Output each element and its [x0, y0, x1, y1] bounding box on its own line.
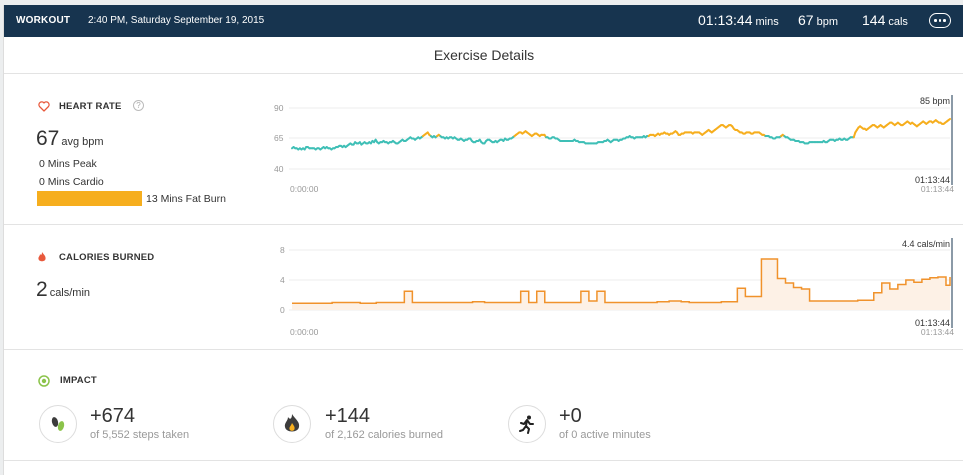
heart-icon	[38, 101, 50, 112]
calories-value: 144	[862, 12, 886, 28]
avg-bpm: 67 avg bpm	[36, 127, 104, 151]
fat-burn-label: 13 Mins Fat Burn	[146, 193, 226, 205]
hr-x-end-label: 01:13:44	[915, 175, 950, 185]
duration-value: 01:13:44	[698, 12, 753, 28]
duration-unit: mins	[755, 16, 779, 28]
calories-line	[292, 258, 951, 304]
avg-bpm-value: 67	[36, 127, 60, 150]
heart-rate-title: HEART RATE	[59, 101, 122, 112]
flame-small-icon	[38, 252, 46, 262]
page-title: Exercise Details	[4, 37, 963, 74]
cal-x-start-label: 0:00:00	[290, 327, 319, 337]
hr-current-label: 85 bpm	[920, 96, 950, 106]
cal-current-label: 4.4 cals/min	[902, 239, 950, 249]
duration-stat: 01:13:44 mins	[698, 12, 779, 28]
calories-unit: cals	[888, 16, 908, 28]
section-divider	[4, 349, 963, 350]
hr-x-end-label-shadow: 01:13:44	[921, 184, 954, 194]
help-icon[interactable]: ?	[133, 100, 144, 111]
fat-burn-bar	[37, 191, 142, 206]
cal-x-end-label-shadow: 01:13:44	[921, 327, 954, 337]
impact-active-label: of 0 active minutes	[559, 429, 651, 441]
section-divider	[4, 224, 963, 225]
footsteps-icon	[39, 405, 77, 443]
calories-stat: 144 cals	[862, 12, 908, 28]
impact-steps-value: +674	[90, 405, 136, 427]
calories-burned-title: CALORIES BURNED	[59, 252, 155, 263]
section-divider	[4, 460, 963, 461]
heart-rate-segment	[947, 117, 951, 122]
hr-y-tick-40: 40	[274, 164, 284, 174]
workout-label: WORKOUT	[16, 15, 71, 26]
calories-chart: 8 4 0 0:00:00 4.4 cals/min 01:13:44 01:1…	[280, 238, 954, 337]
bpm-unit: bpm	[816, 16, 838, 28]
workout-top-bar: WORKOUT 2:40 PM, Saturday September 19, …	[4, 5, 963, 37]
hr-x-start-label: 0:00:00	[290, 184, 319, 194]
cal-y-tick-8: 8	[280, 245, 285, 255]
cal-y-tick-0: 0	[280, 305, 285, 315]
cardio-zone-label: 0 Mins Cardio	[39, 176, 104, 188]
heart-rate-chart: 90 65 40 0:00:00 85 bpm 01:13:44 01:13:4…	[274, 95, 954, 194]
impact-calories-label: of 2,162 calories burned	[325, 429, 444, 441]
calories-area-fill	[292, 259, 950, 310]
cal-y-tick-4: 4	[280, 275, 285, 285]
bpm-value: 67	[798, 12, 814, 28]
impact-steps-label: of 5,552 steps taken	[90, 429, 190, 441]
flame-icon	[273, 405, 311, 443]
workout-datetime: 2:40 PM, Saturday September 19, 2015	[88, 15, 265, 26]
peak-zone-label: 0 Mins Peak	[39, 158, 97, 170]
more-options-icon[interactable]	[929, 13, 951, 28]
hr-y-tick-90: 90	[274, 103, 284, 113]
impact-active-value: +0	[559, 405, 582, 427]
hr-y-tick-65: 65	[274, 133, 284, 143]
avg-bpm-unit: avg bpm	[61, 136, 104, 148]
impact-title: IMPACT	[60, 375, 97, 386]
cal-x-end-label: 01:13:44	[915, 318, 950, 328]
impact-calories-value: +144	[325, 405, 371, 427]
runner-icon	[508, 405, 546, 443]
target-icon	[38, 375, 50, 387]
workout-page: WORKOUT 2:40 PM, Saturday September 19, …	[3, 5, 963, 475]
bpm-stat: 67 bpm	[798, 12, 838, 28]
calories-per-min-unit: cals/min	[49, 287, 91, 299]
calories-per-min-value: 2	[36, 278, 48, 301]
calories-per-min: 2 cals/min	[36, 278, 90, 302]
